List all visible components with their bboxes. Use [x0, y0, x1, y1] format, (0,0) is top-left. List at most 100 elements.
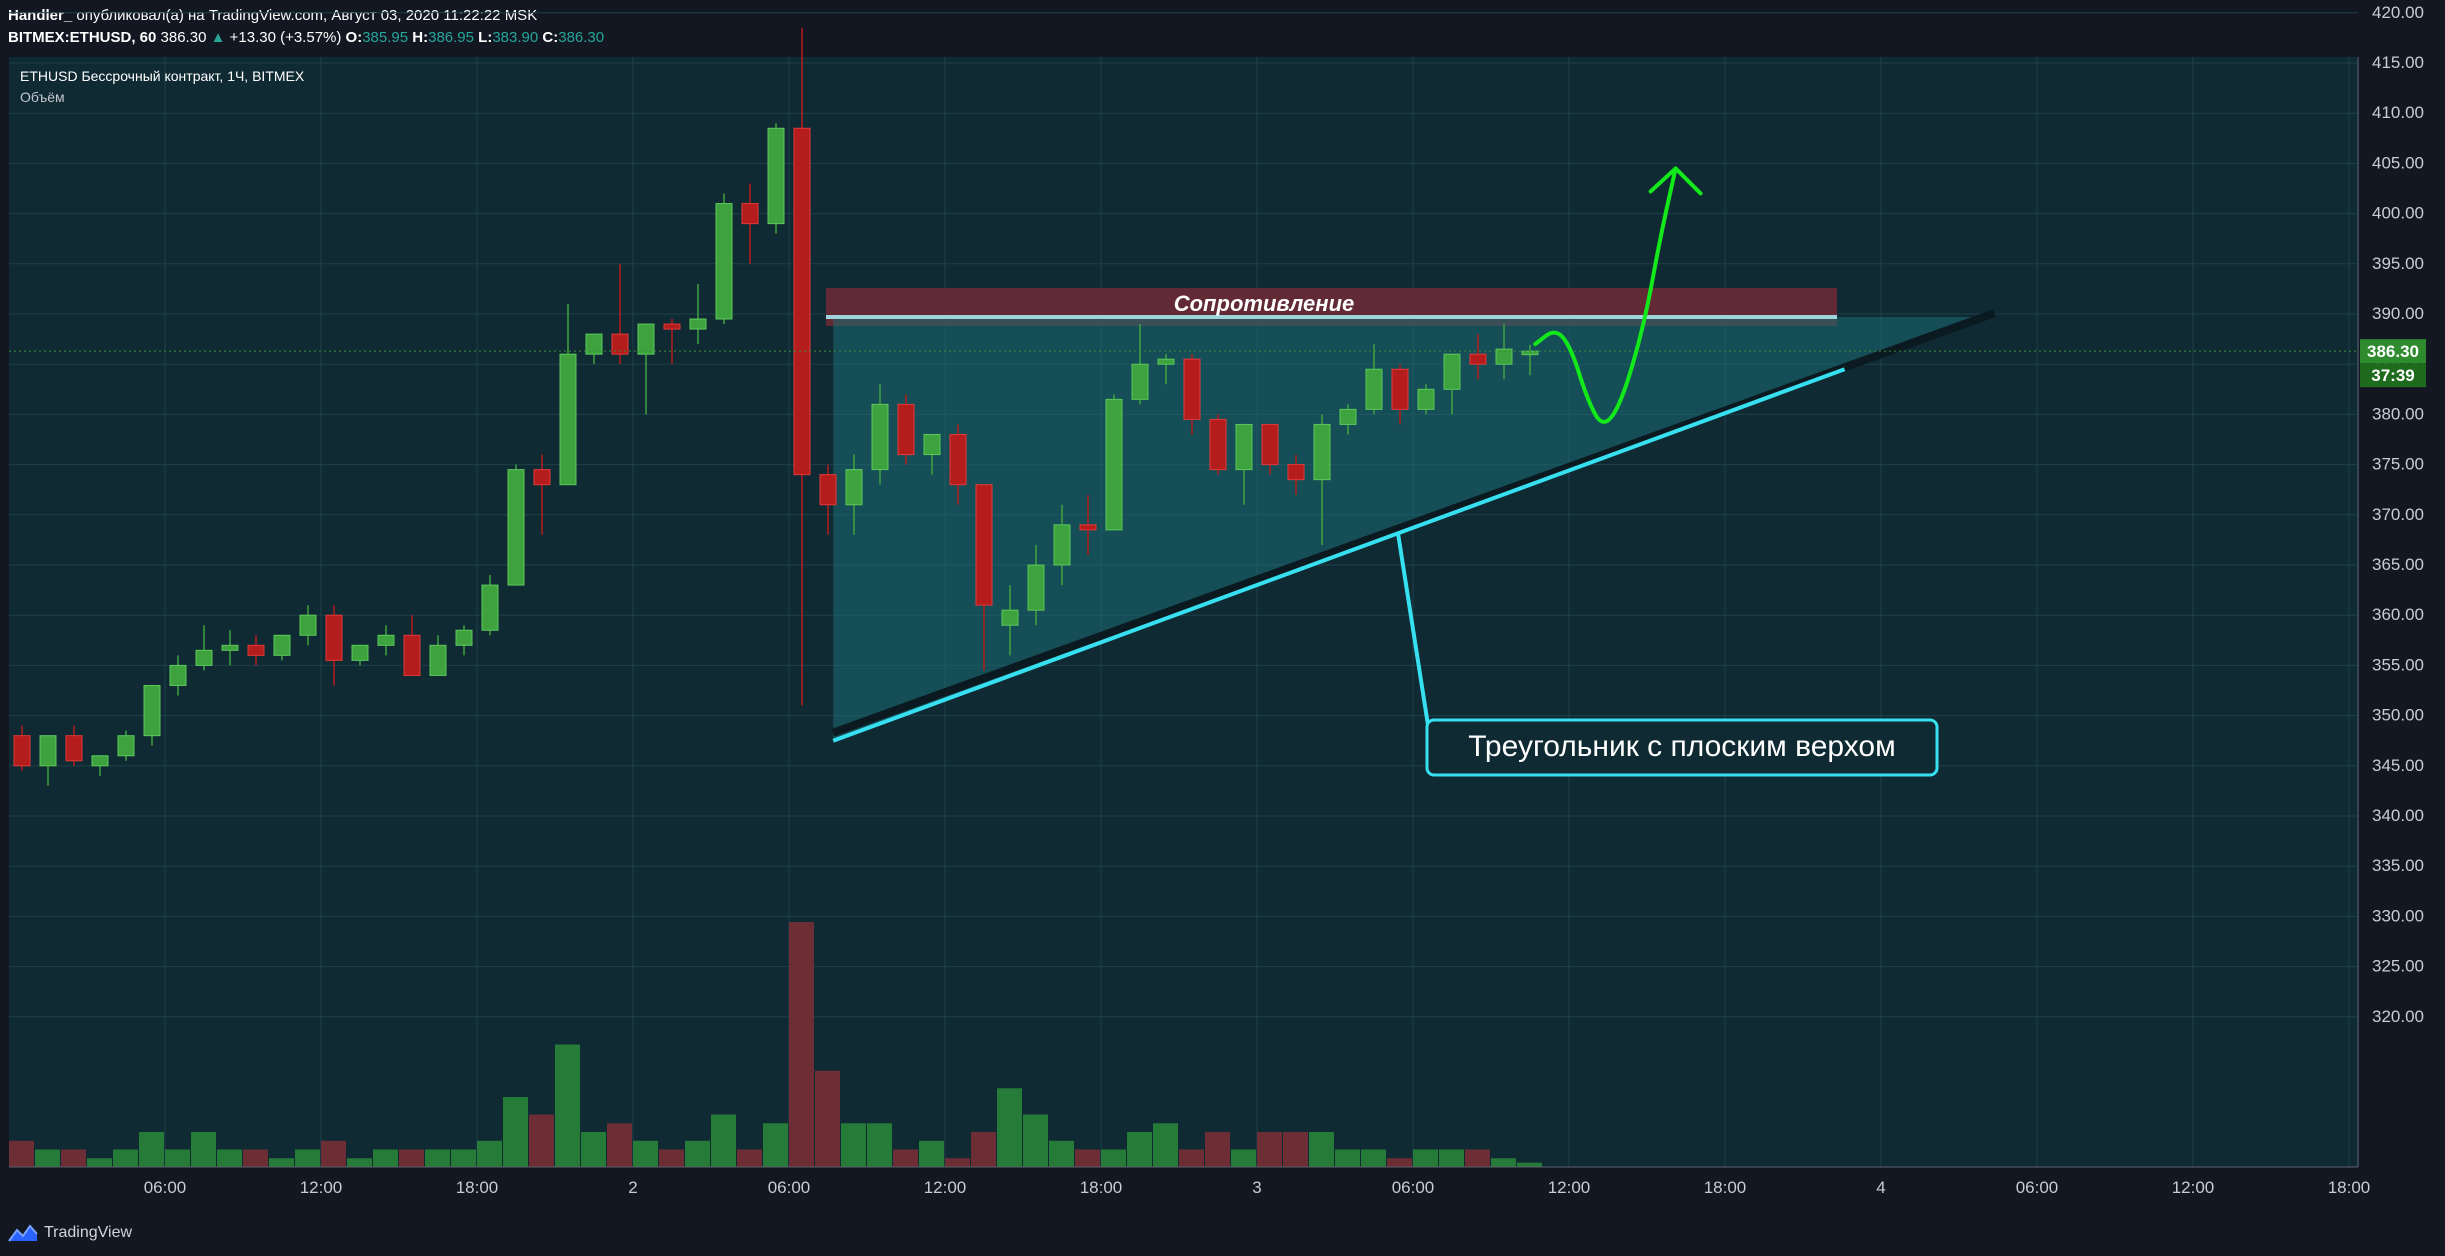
candle-body: [1027, 564, 1045, 611]
triangle-support-line: [832, 367, 1846, 743]
y-tick-label: 340.00: [2372, 806, 2424, 825]
x-tick-label: 06:00: [2016, 1178, 2059, 1197]
candle-body: [1001, 609, 1019, 626]
candle-body: [39, 735, 57, 767]
candle-body: [481, 584, 499, 631]
candle-body: [1261, 423, 1279, 466]
candle-body: [1183, 358, 1201, 420]
volume-bar: [997, 1088, 1022, 1167]
close-value: 386.30: [558, 29, 605, 46]
volume-bar: [1387, 1158, 1412, 1167]
triangle-support-shadow: [831, 309, 1997, 737]
volume-bar: [243, 1149, 268, 1167]
candle-body: [923, 433, 941, 456]
volume-bar: [815, 1070, 840, 1167]
candle-body: [1495, 348, 1513, 365]
y-tick-label: 365.00: [2372, 555, 2424, 574]
candle-body: [1443, 353, 1461, 390]
volume-bar: [737, 1149, 762, 1167]
candle-body: [1131, 363, 1149, 400]
x-tick-label: 12:00: [924, 1178, 967, 1197]
candle-body: [689, 318, 707, 330]
volume-bar: [1049, 1140, 1074, 1167]
candle-body: [1469, 353, 1487, 365]
candle-body: [663, 323, 681, 330]
candle-body: [1209, 418, 1227, 471]
axes: 425.00420.00415.00410.00405.00400.00395.…: [9, 3, 2426, 1197]
volume-bar: [945, 1158, 970, 1167]
legend-volume-label: Объём: [20, 89, 65, 105]
volume-bar: [763, 1123, 788, 1167]
brand[interactable]: TradingView: [8, 1224, 132, 1242]
candle-body: [559, 353, 577, 486]
volume-bar: [1075, 1149, 1100, 1167]
triangle-label: Треугольник с плоским верхом: [1468, 730, 1895, 763]
y-tick-label: 350.00: [2372, 706, 2424, 725]
price-change: +13.30 (+3.57%): [229, 29, 342, 46]
candle-body: [299, 614, 317, 636]
candle-body: [65, 735, 83, 762]
open-label: O:: [345, 29, 363, 46]
candle-body: [1287, 464, 1305, 481]
y-tick-label: 375.00: [2372, 455, 2424, 474]
tradingview-logo-icon: [8, 1224, 38, 1242]
resistance-label: Сопротивление: [1174, 291, 1355, 316]
volume-bar: [1335, 1149, 1360, 1167]
x-tick-label: 06:00: [768, 1178, 811, 1197]
y-tick-label: 415.00: [2372, 53, 2424, 72]
candle-body: [1079, 524, 1097, 531]
candle-body: [975, 484, 993, 606]
x-tick-label: 06:00: [144, 1178, 187, 1197]
candle-body: [871, 403, 889, 471]
volume-bar: [1283, 1132, 1308, 1167]
volume-bar: [425, 1149, 450, 1167]
x-tick-label: 18:00: [456, 1178, 499, 1197]
x-tick-label: 18:00: [1704, 1178, 1747, 1197]
volume-bar: [373, 1149, 398, 1167]
low-value: 383.90: [492, 29, 539, 46]
volume-bar: [1465, 1149, 1490, 1167]
drawings-front: Сопротивление Треугольник с плоским верхо…: [9, 166, 2358, 777]
high-value: 386.95: [428, 29, 474, 46]
volume-bar: [269, 1158, 294, 1167]
y-tick-label: 400.00: [2372, 204, 2424, 223]
volume-bar: [841, 1123, 866, 1167]
volume-bar: [61, 1149, 86, 1167]
y-tick-label: 410.00: [2372, 103, 2424, 122]
volume-bar: [503, 1097, 528, 1167]
candle-body: [1105, 398, 1123, 531]
volume-bar: [1439, 1149, 1464, 1167]
volume-bar: [347, 1158, 372, 1167]
y-tick-label: 395.00: [2372, 254, 2424, 273]
y-tick-label: 360.00: [2372, 605, 2424, 624]
volume-bar: [581, 1132, 606, 1167]
volume-bar: [607, 1123, 632, 1167]
candle-body: [793, 127, 811, 476]
author-name[interactable]: Handler_: [8, 7, 73, 24]
volume-bar: [1361, 1149, 1386, 1167]
candle-body: [897, 403, 915, 456]
candle-body: [325, 614, 343, 661]
volume-bar: [685, 1140, 710, 1167]
volume-bar: [1101, 1149, 1126, 1167]
volume-bar: [529, 1114, 554, 1167]
volume-bar: [971, 1132, 996, 1167]
y-tick-label: 380.00: [2372, 404, 2424, 423]
candle-body: [455, 629, 473, 646]
volume-bar: [1517, 1162, 1542, 1167]
candle-body: [1313, 423, 1331, 481]
volume-bar: [165, 1149, 190, 1167]
volume-bar: [9, 1140, 34, 1167]
forecast-path: [1533, 166, 1678, 424]
candle-body: [13, 735, 31, 767]
candle-body: [195, 649, 213, 666]
candle-body: [273, 634, 291, 656]
candle-body: [715, 203, 733, 320]
published-text: опубликовал(а) на TradingView.com, Авгус…: [76, 7, 538, 24]
candle-body: [351, 644, 369, 661]
volume-bar: [139, 1132, 164, 1167]
chart-area[interactable]: Сопротивление Треугольник с плоским верхо…: [0, 0, 2445, 1214]
volume-bar: [191, 1132, 216, 1167]
volume-bar: [477, 1140, 502, 1167]
volume-bar: [1231, 1149, 1256, 1167]
